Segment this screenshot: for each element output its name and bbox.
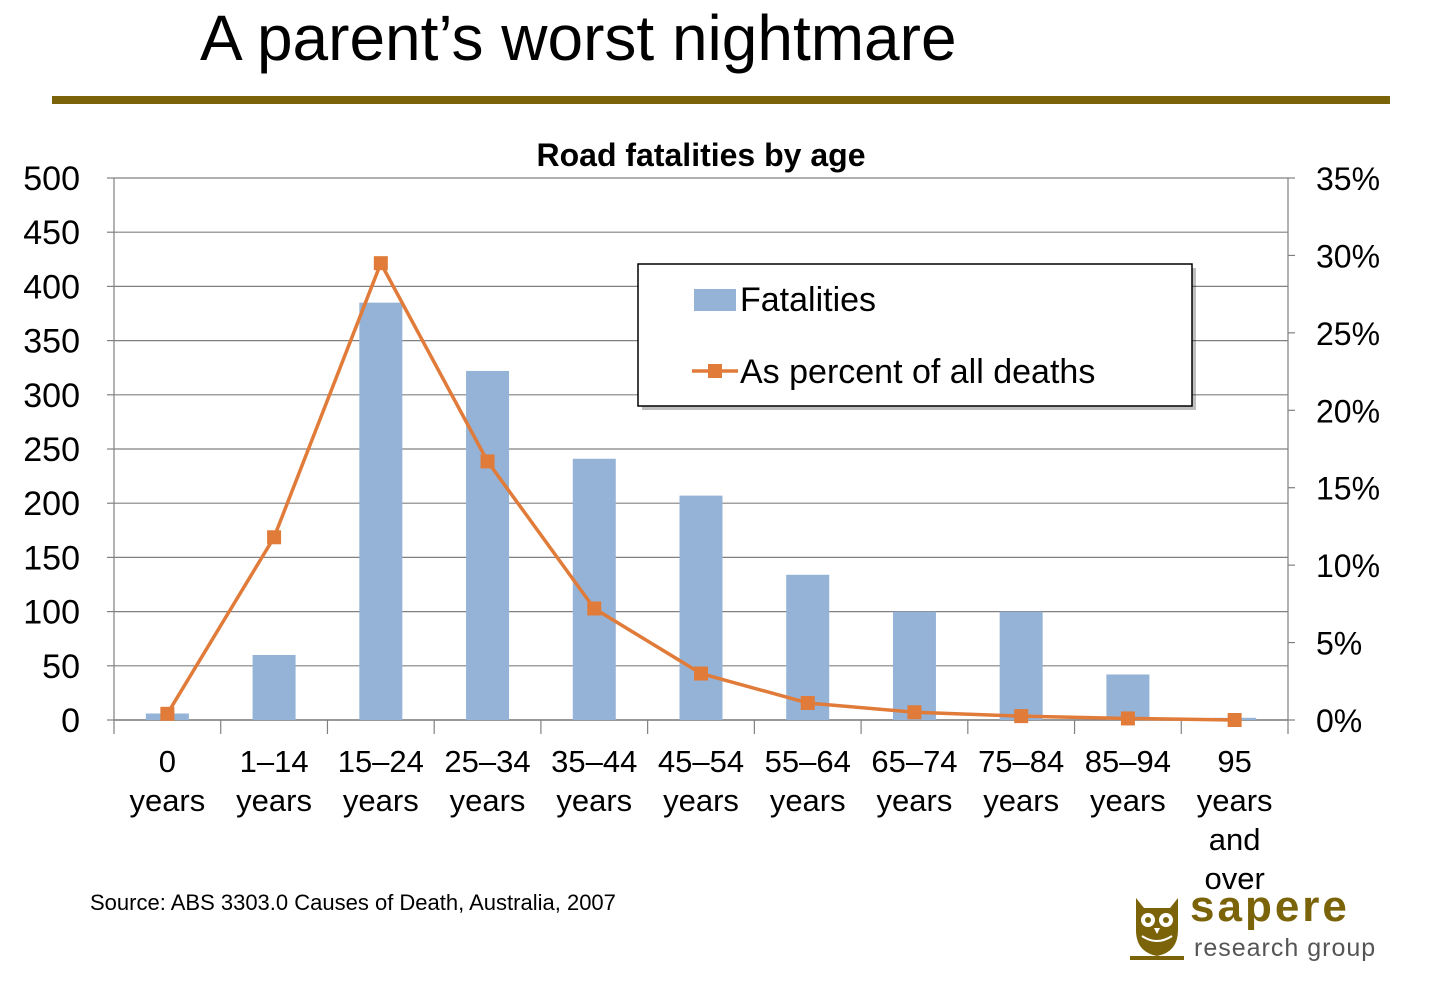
marker-percent-of-deaths (1120, 711, 1135, 726)
marker-percent-of-deaths (1014, 709, 1029, 724)
bar-fatalities (466, 370, 510, 720)
x-tick-label: 0 (159, 744, 176, 779)
bar-fatalities (892, 611, 936, 720)
x-tick-label: 1–14 (240, 744, 309, 779)
y-left-tick-label: 450 (23, 214, 80, 252)
x-tick-label: years (1090, 783, 1166, 818)
marker-percent-of-deaths (373, 256, 388, 271)
x-tick-label: years (770, 783, 846, 818)
y-right-tick-label: 20% (1316, 393, 1380, 429)
title-rule (52, 96, 1390, 104)
logo-wordmark: sapere (1190, 882, 1350, 931)
marker-percent-of-deaths (694, 666, 708, 681)
sapere-logo: sapere research group (1128, 882, 1400, 968)
x-tick-label: years (1197, 783, 1273, 818)
y-right-tick-label: 25% (1316, 316, 1380, 352)
marker-percent-of-deaths (907, 705, 922, 720)
y-right-tick-label: 5% (1316, 626, 1362, 662)
chart-title: Road fatalities by age (537, 137, 866, 173)
bar-fatalities (679, 495, 723, 720)
y-left-tick-label: 400 (23, 268, 80, 306)
x-tick-label: 35–44 (551, 744, 637, 779)
legend-label-fatalities: Fatalities (740, 281, 876, 319)
x-tick-label: 45–54 (658, 744, 744, 779)
bar-fatalities (999, 611, 1043, 720)
x-tick-label: years (129, 783, 205, 818)
x-tick-label: years (556, 783, 632, 818)
y-left-tick-label: 150 (23, 539, 80, 577)
legend-label-percent: As percent of all deaths (740, 353, 1095, 391)
slide-title: A parent’s worst nightmare (200, 2, 957, 74)
y-left-tick-label: 350 (23, 323, 80, 361)
y-left-tick-label: 250 (23, 431, 80, 469)
legend-marker-percent (708, 364, 722, 378)
y-right-tick-label: 0% (1316, 703, 1362, 739)
x-tick-label: 75–84 (978, 744, 1064, 779)
x-tick-label: years (343, 783, 419, 818)
marker-percent-of-deaths (160, 706, 175, 721)
y-left-tick-label: 50 (42, 648, 80, 686)
x-tick-label: 25–34 (444, 744, 530, 779)
legend-box (637, 263, 1193, 407)
bar-fatalities (786, 574, 830, 720)
y-left-tick-label: 0 (61, 702, 80, 740)
legend-swatch-fatalities (694, 289, 736, 311)
bar-fatalities (359, 302, 403, 720)
x-tick-label: 65–74 (871, 744, 957, 779)
marker-percent-of-deaths (587, 601, 602, 616)
x-tick-label: years (983, 783, 1059, 818)
x-tick-label: 55–64 (765, 744, 851, 779)
x-tick-label: and (1209, 822, 1261, 857)
y-left-tick-label: 300 (23, 377, 80, 415)
logo-tagline: research group (1194, 934, 1377, 962)
y-right-tick-label: 35% (1316, 161, 1380, 197)
y-right-tick-label: 30% (1316, 238, 1380, 274)
x-tick-label: 85–94 (1085, 744, 1171, 779)
marker-percent-of-deaths (1227, 713, 1242, 727)
marker-percent-of-deaths (267, 530, 282, 545)
x-tick-label: years (450, 783, 526, 818)
y-right-tick-label: 10% (1316, 548, 1380, 584)
bar-fatalities (252, 654, 296, 720)
marker-percent-of-deaths (800, 695, 815, 710)
y-left-tick-label: 100 (23, 594, 80, 632)
x-tick-label: 95 (1217, 744, 1251, 779)
marker-percent-of-deaths (480, 454, 495, 469)
source-note: Source: ABS 3303.0 Causes of Death, Aust… (90, 890, 616, 915)
owl-icon (1130, 898, 1184, 960)
x-tick-label: years (236, 783, 312, 818)
x-tick-label: years (877, 783, 953, 818)
y-left-tick-label: 500 (23, 160, 80, 198)
y-left-tick-label: 200 (23, 485, 80, 523)
x-tick-label: years (663, 783, 739, 818)
y-right-tick-label: 15% (1316, 471, 1380, 507)
x-tick-label: over (1204, 861, 1264, 896)
x-tick-label: 15–24 (338, 744, 424, 779)
